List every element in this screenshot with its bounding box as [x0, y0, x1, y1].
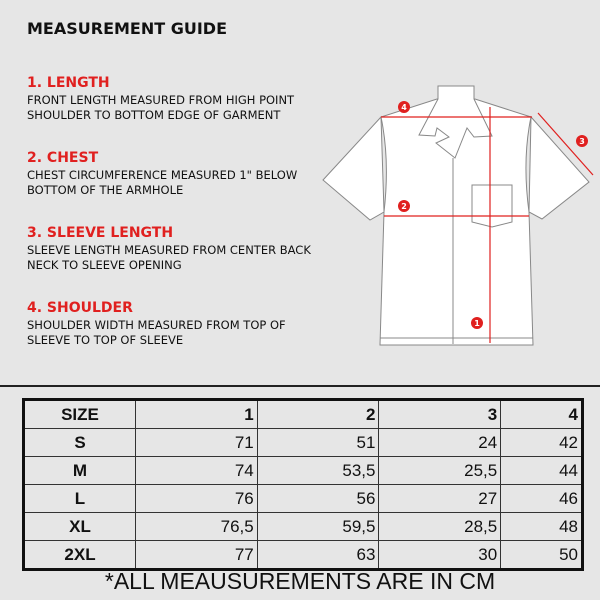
marker-4-label: 4 — [401, 103, 407, 112]
cell: 56 — [256, 484, 380, 513]
table-row: L 76 56 27 46 — [23, 484, 583, 513]
cell: 63 — [256, 540, 380, 570]
shirt-collar — [418, 85, 493, 159]
guide-desc: CHEST CIRCUMFERENCE MEASURED 1" BELOW BO… — [27, 168, 298, 197]
guide-desc: FRONT LENGTH MEASURED FROM HIGH POINT SH… — [27, 93, 295, 122]
marker-4 — [398, 101, 410, 113]
size-cell: S — [23, 428, 136, 457]
marker-3 — [576, 135, 588, 147]
cell: 30 — [378, 540, 502, 570]
sleeve-line — [537, 112, 594, 176]
header-cell: 3 — [378, 399, 502, 429]
guide-heading: 3. SLEEVE LENGTH — [27, 225, 174, 241]
units-note: *ALL MEAUSUREMENTS ARE IN CM — [104, 568, 496, 594]
header-cell: 1 — [135, 399, 258, 429]
size-cell: L — [23, 484, 136, 513]
cell: 42 — [500, 428, 583, 457]
cell: 51 — [256, 428, 380, 457]
cell: 50 — [500, 540, 583, 570]
shirt-pocket — [471, 184, 513, 228]
size-table: SIZE 1 2 3 4 S 71 51 24 42 M 74 53,5 25,5 44 L 76… — [22, 398, 584, 571]
cell: 71 — [135, 428, 258, 457]
divider — [0, 385, 600, 387]
cell: 27 — [378, 484, 502, 513]
cell: 77 — [135, 540, 258, 570]
page-title: MEASUREMENT GUIDE — [27, 19, 228, 38]
marker-2-label: 2 — [401, 202, 407, 211]
cell: 46 — [500, 484, 583, 513]
shirt-right-sleeve — [528, 115, 590, 220]
shirt-left-sleeve — [322, 115, 385, 221]
guide-length: 1. LENGTH FRONT LENGTH MEASURED FROM HIGH… — [27, 75, 327, 123]
marker-2 — [398, 200, 410, 212]
guide-desc: SLEEVE LENGTH MEASURED FROM CENTER BACK … — [27, 243, 311, 272]
guide-sleeve: 3. SLEEVE LENGTH SLEEVE LENGTH MEASURED F… — [27, 225, 327, 273]
guide-shoulder: 4. SHOULDER SHOULDER WIDTH MEASURED FROM … — [27, 300, 327, 348]
shirt-diagram: 4 2 3 1 — [322, 85, 594, 346]
guide-heading: 2. CHEST — [27, 150, 99, 166]
table-row: S 71 51 24 42 — [23, 428, 583, 457]
marker-1-label: 1 — [474, 319, 480, 328]
size-cell: 2XL — [23, 540, 136, 570]
cell: 24 — [378, 428, 502, 457]
table-row: XL 76,5 59,5 28,5 48 — [23, 512, 583, 541]
size-cell: XL — [23, 512, 136, 541]
header-cell: 2 — [256, 399, 380, 429]
guide-heading: 4. SHOULDER — [27, 300, 133, 316]
size-cell: M — [23, 456, 136, 485]
guide-heading: 1. LENGTH — [27, 75, 110, 91]
cell: 74 — [135, 456, 258, 485]
cell: 25,5 — [378, 456, 502, 485]
table-row: M 74 53,5 25,5 44 — [23, 456, 583, 485]
cell: 28,5 — [378, 512, 502, 541]
marker-3-label: 3 — [579, 137, 585, 146]
cell: 44 — [500, 456, 583, 485]
marker-1 — [471, 317, 483, 329]
cell: 76 — [135, 484, 258, 513]
cell: 48 — [500, 512, 583, 541]
table-row: 2XL 77 63 30 50 — [23, 540, 583, 570]
cell: 59,5 — [256, 512, 380, 541]
guide-desc: SHOULDER WIDTH MEASURED FROM TOP OF SLEE… — [27, 318, 286, 347]
shirt-body — [379, 98, 534, 346]
cell: 53,5 — [256, 456, 380, 485]
header-cell: SIZE — [23, 399, 136, 429]
cell: 76,5 — [135, 512, 258, 541]
header-cell: 4 — [500, 399, 583, 429]
guide-chest: 2. CHEST CHEST CIRCUMFERENCE MEASURED 1" … — [27, 150, 327, 198]
table-header-row: SIZE 1 2 3 4 — [23, 399, 583, 429]
